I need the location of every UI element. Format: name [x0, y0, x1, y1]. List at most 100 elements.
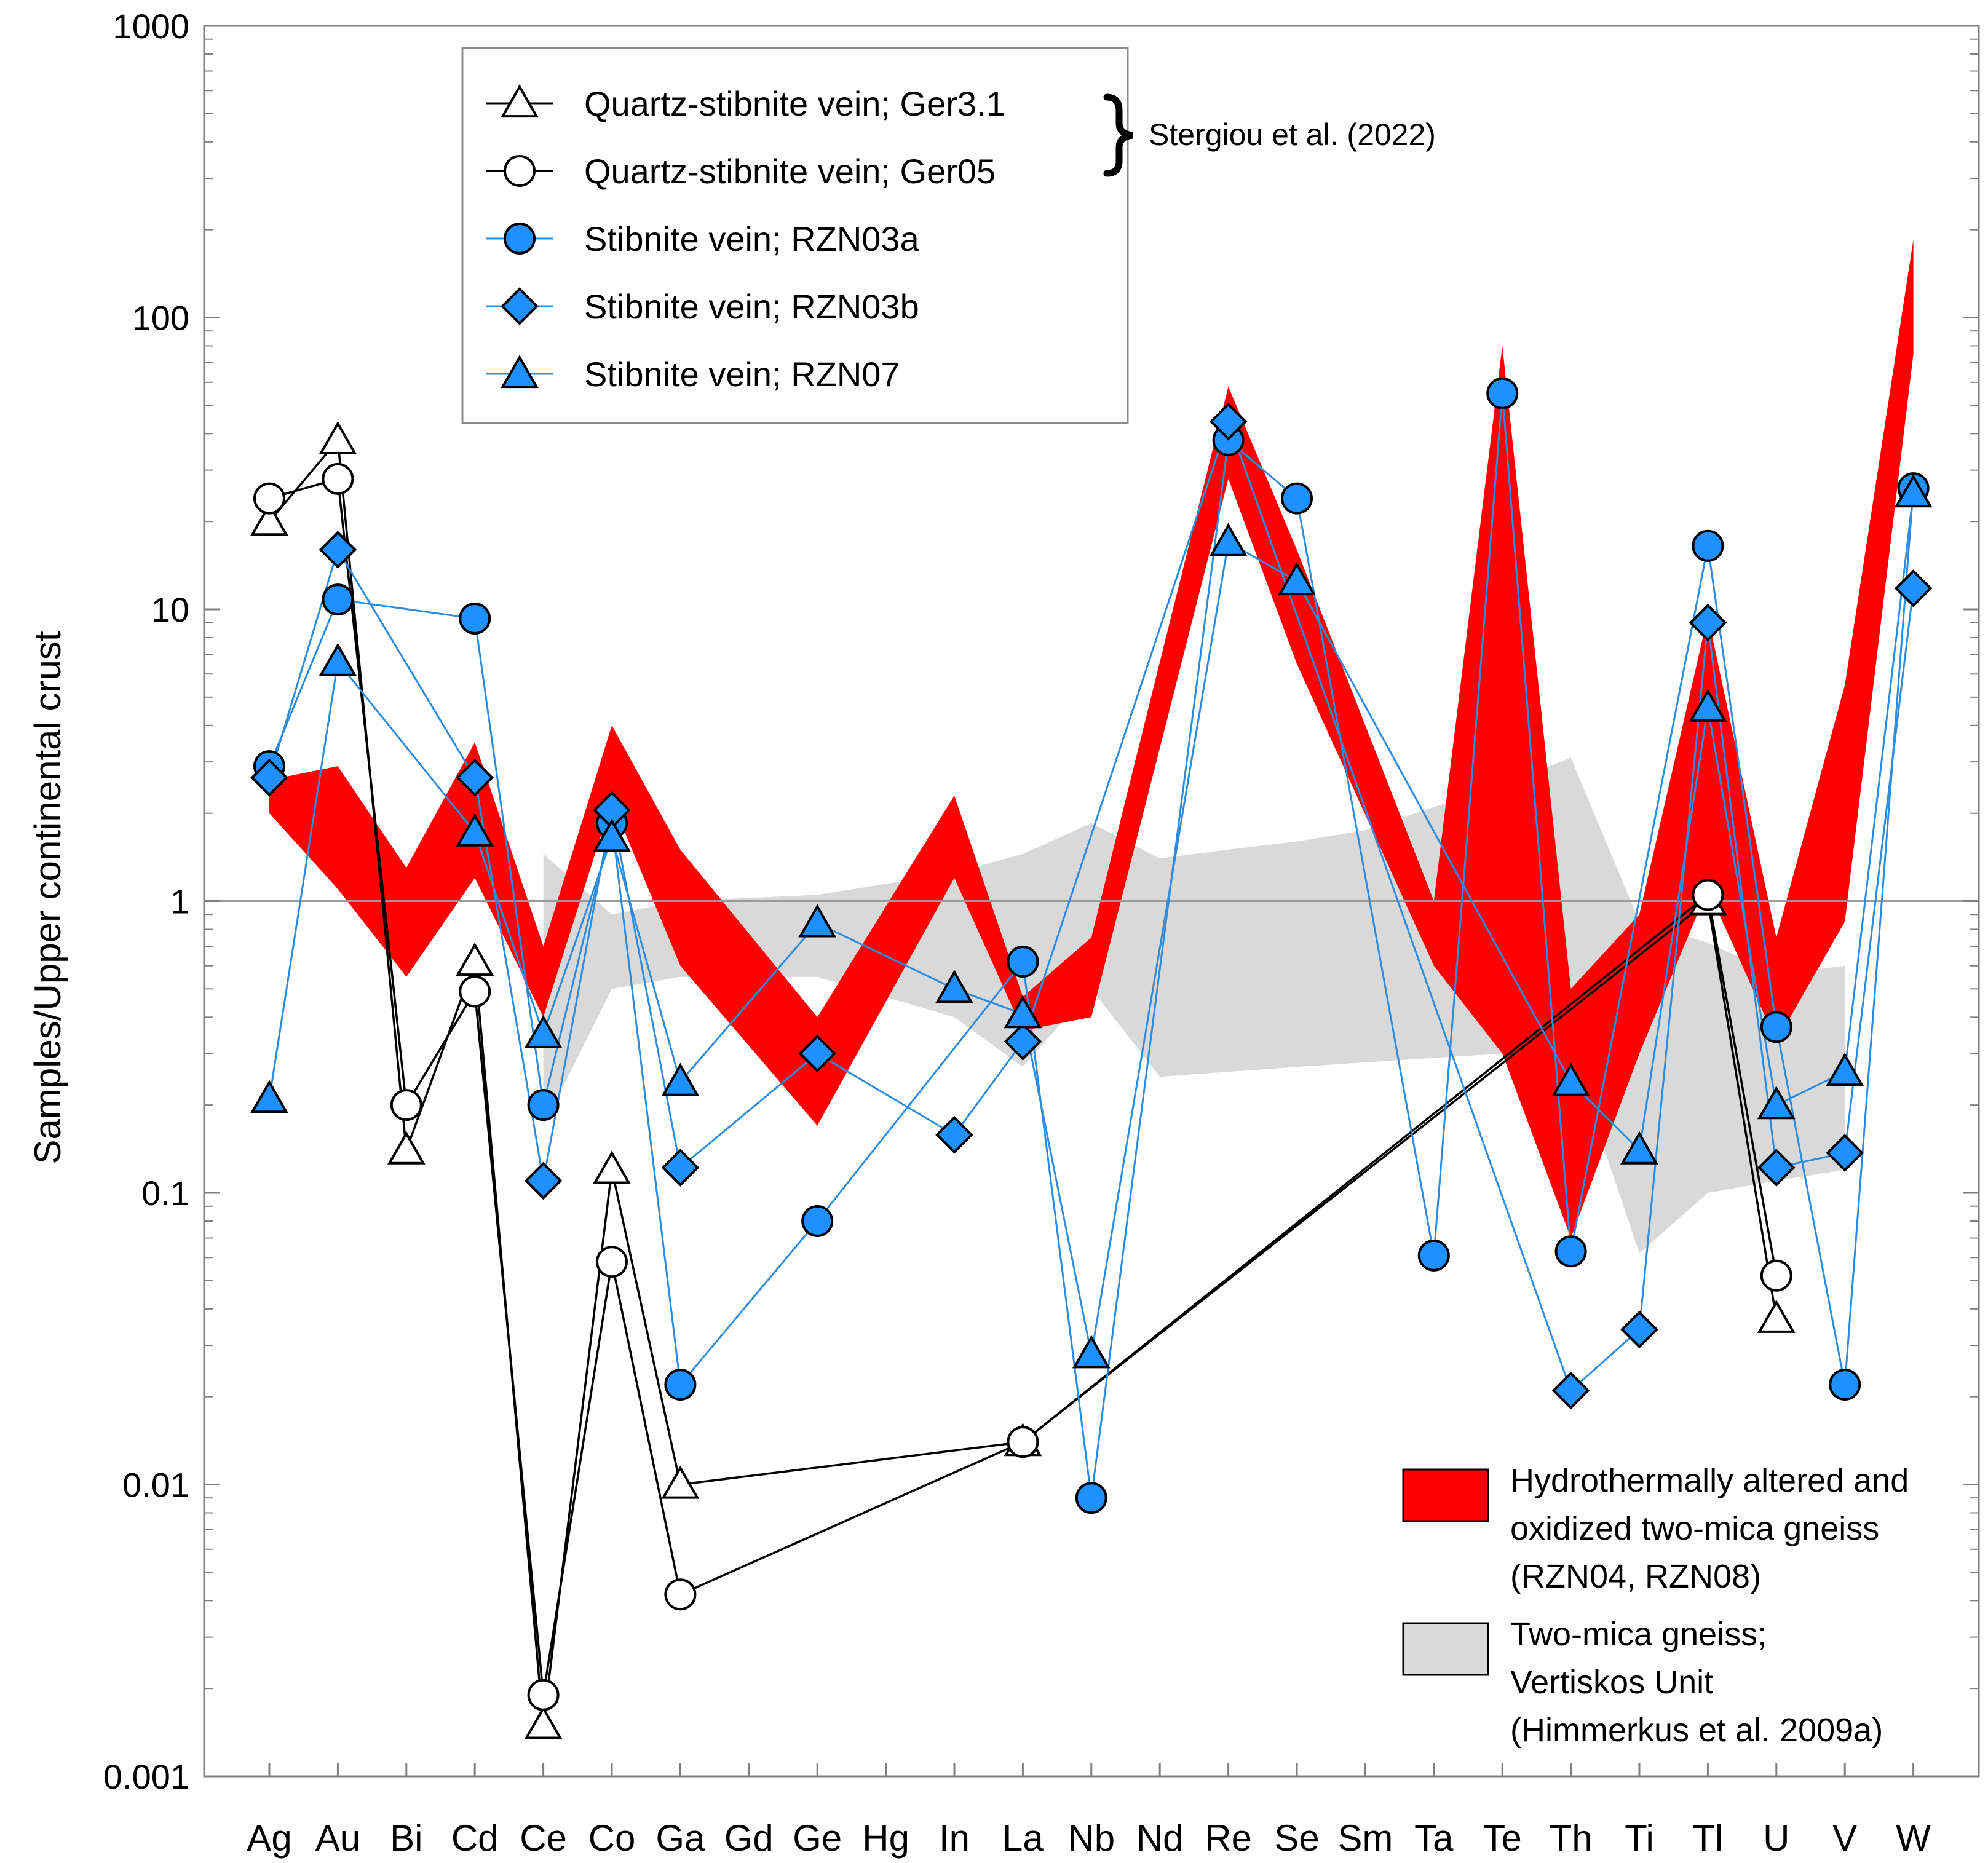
legend-swatch-1 [1402, 1622, 1489, 1676]
y-axis-label: Samples/Upper continental crust [27, 631, 68, 1164]
y-tick-label-0-001: 0.001 [103, 1757, 189, 1796]
point-stibnite-vein-rzn03b-ti [1620, 1310, 1658, 1349]
point-stibnite-vein-rzn03a-au [322, 583, 354, 616]
x-tick-label-re: Re [1205, 1818, 1252, 1859]
x-tick-label-au: Au [315, 1818, 360, 1859]
point-stibnite-vein-rzn03a-cd [459, 602, 491, 635]
legend-marker-stibnite-vein-rzn03b [501, 287, 539, 325]
point-quartz-stibnite-vein-ger05-tl [1692, 879, 1724, 911]
y-tick-label-0-01: 0.01 [122, 1466, 189, 1505]
point-stibnite-vein-rzn03b-la [1004, 1022, 1042, 1061]
point-stibnite-vein-rzn07-se [1278, 561, 1316, 596]
point-stibnite-vein-rzn03a-nb [1075, 1482, 1107, 1514]
x-tick-label-w: W [1896, 1818, 1931, 1859]
point-stibnite-vein-rzn03b-w [1894, 569, 1933, 607]
series-markers-layer [250, 377, 1933, 1739]
legend-label-stibnite-vein-rzn03a: Stibnite vein; RZN03a [584, 220, 920, 258]
point-stibnite-vein-rzn03a-v [1829, 1369, 1861, 1401]
point-stibnite-vein-rzn07-ti [1620, 1131, 1658, 1165]
legend-top-box [461, 47, 1129, 424]
point-quartz-stibnite-vein-ger05-ag [253, 482, 285, 515]
point-quartz-stibnite-vein-ger3-1-cd [456, 942, 494, 976]
legend-marker-quartz-stibnite-vein-ger3-1 [501, 84, 539, 118]
x-tick-label-sm: Sm [1337, 1818, 1393, 1859]
point-quartz-stibnite-vein-ger3-1-ag [250, 502, 288, 536]
point-stibnite-vein-rzn03b-ce [524, 1161, 563, 1200]
axis-ticks-layer: 0.001 0.01 0.1 1 10 100 1000 Ag Au Bi Cd Ce Co Ga Gd Ge… [103, 7, 1979, 1859]
legend-marker-quartz-stibnite-vein-ger05 [504, 155, 536, 187]
point-stibnite-vein-rzn03b-ag [250, 758, 288, 797]
point-stibnite-vein-rzn03a-la [1007, 946, 1039, 978]
point-stibnite-vein-rzn03a-th [1554, 1235, 1587, 1268]
y-tick-label-100: 100 [132, 299, 189, 338]
x-tick-label-cd: Cd [451, 1818, 499, 1859]
x-tick-label-ga: Ga [655, 1818, 705, 1859]
point-stibnite-vein-rzn07-th [1551, 1062, 1590, 1096]
legend-label-quartz-stibnite-vein-ger05: Quartz-stibnite vein; Ger05 [584, 152, 996, 191]
point-quartz-stibnite-vein-ger05-bi [390, 1089, 422, 1121]
point-stibnite-vein-rzn03a-tl [1692, 529, 1724, 562]
point-stibnite-vein-rzn03b-au [319, 531, 357, 569]
point-stibnite-vein-rzn07-in [935, 970, 973, 1003]
y-tick-label-0-1: 0.1 [141, 1174, 189, 1212]
point-stibnite-vein-rzn07-nb [1072, 1335, 1111, 1369]
point-quartz-stibnite-vein-ger05-cd [459, 975, 491, 1008]
point-stibnite-vein-rzn07-v [1826, 1053, 1864, 1086]
y-tick-label-1: 1 [170, 882, 189, 921]
legend-top: Quartz-stibnite vein; Ger3.1 Quartz-stibn… [461, 47, 1436, 424]
series-line-quartz-stibnite-vein-ger05 [269, 478, 1778, 1696]
point-stibnite-vein-rzn03a-te [1486, 377, 1519, 409]
point-stibnite-vein-rzn07-u [1757, 1086, 1796, 1120]
x-tick-label-nb: Nb [1067, 1818, 1115, 1859]
point-stibnite-vein-rzn07-co [593, 818, 631, 852]
point-quartz-stibnite-vein-ger05-la [1007, 1426, 1039, 1458]
x-tick-label-ge: Ge [793, 1818, 842, 1859]
y-tick-label-1000: 1000 [113, 7, 189, 45]
point-stibnite-vein-rzn07-tl [1689, 688, 1727, 722]
x-tick-label-th: Th [1550, 1818, 1593, 1859]
point-stibnite-vein-rzn03b-re [1209, 402, 1248, 441]
legend-bottom-label-1-0: Two-mica gneiss; [1510, 1616, 1767, 1653]
point-quartz-stibnite-vein-ger05-ce [527, 1679, 560, 1711]
point-quartz-stibnite-vein-ger3-1-bi [387, 1131, 426, 1165]
x-tick-label-se: Se [1274, 1818, 1319, 1859]
point-stibnite-vein-rzn07-au [319, 643, 357, 676]
point-stibnite-vein-rzn03b-v [1826, 1134, 1864, 1172]
legend-bottom-label-1-2: (Himmerkus et al. 2009a) [1510, 1712, 1883, 1749]
legend-bracket [1103, 93, 1133, 177]
x-tick-label-gd: Gd [724, 1818, 774, 1859]
point-stibnite-vein-rzn03b-u [1757, 1149, 1796, 1187]
x-tick-label-ta: Ta [1414, 1818, 1454, 1859]
legend-bottom-label-0-2: (RZN04, RZN08) [1510, 1558, 1761, 1595]
x-tick-label-co: Co [588, 1818, 636, 1859]
legend-marker-stibnite-vein-rzn03a [504, 223, 536, 255]
y-tick-label-10: 10 [151, 590, 189, 629]
point-stibnite-vein-rzn03b-th [1551, 1371, 1590, 1410]
point-quartz-stibnite-vein-ger3-1-u [1757, 1299, 1796, 1333]
point-stibnite-vein-rzn03a-ga [664, 1369, 697, 1401]
x-tick-label-ti: Ti [1625, 1818, 1654, 1859]
legend-marker-stibnite-vein-rzn07 [501, 354, 539, 389]
point-stibnite-vein-rzn07-re [1209, 523, 1248, 556]
legend-bottom-label-0-1: oxidized two-mica gneiss [1510, 1510, 1879, 1547]
point-stibnite-vein-rzn07-cd [456, 813, 494, 847]
point-stibnite-vein-rzn07-la [1004, 995, 1042, 1029]
x-tick-label-ag: Ag [247, 1818, 291, 1859]
point-quartz-stibnite-vein-ger05-u [1760, 1259, 1792, 1292]
point-stibnite-vein-rzn07-ag [250, 1080, 288, 1113]
point-stibnite-vein-rzn03a-u [1760, 1011, 1792, 1043]
point-quartz-stibnite-vein-ger3-1-ga [661, 1465, 700, 1499]
point-stibnite-vein-rzn03a-ce [527, 1089, 560, 1121]
x-tick-label-nd: Nd [1136, 1818, 1184, 1859]
point-quartz-stibnite-vein-ger05-ga [664, 1578, 697, 1611]
point-stibnite-vein-rzn03a-ge [801, 1204, 834, 1237]
point-quartz-stibnite-vein-ger3-1-ce [524, 1706, 563, 1739]
x-tick-label-in: In [939, 1818, 970, 1859]
x-tick-label-la: La [1002, 1818, 1044, 1859]
point-stibnite-vein-rzn03b-in [935, 1115, 973, 1154]
point-quartz-stibnite-vein-ger3-1-co [593, 1150, 631, 1184]
point-stibnite-vein-rzn03b-tl [1689, 603, 1727, 642]
point-quartz-stibnite-vein-ger3-1-au [319, 421, 357, 454]
legend-label-stibnite-vein-rzn07: Stibnite vein; RZN07 [584, 355, 900, 394]
point-quartz-stibnite-vein-ger05-co [596, 1246, 628, 1278]
